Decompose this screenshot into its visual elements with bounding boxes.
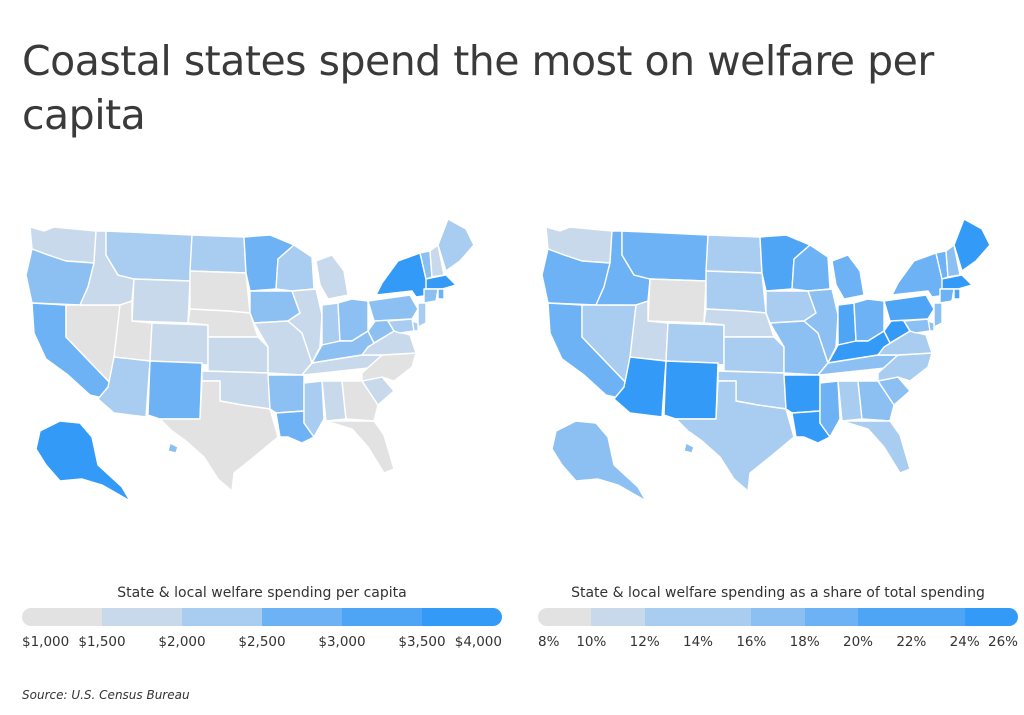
state-mi [315, 254, 349, 300]
state-nm [663, 360, 719, 420]
source-note: Source: U.S. Census Bureau [22, 688, 190, 702]
state-hi [683, 442, 695, 454]
legend-tick-label: 24% [949, 634, 980, 650]
legend-swatch [857, 608, 912, 626]
state-wy [131, 278, 191, 324]
legend-tick-label: 26% [987, 634, 1018, 650]
state-co [665, 322, 725, 366]
legend-tick-label: $2,500 [238, 634, 286, 650]
legend-per-capita: State & local welfare spending per capit… [22, 582, 502, 654]
legend-tick-label: $3,000 [318, 634, 366, 650]
legend-tick-label: 18% [789, 634, 820, 650]
state-mi [831, 254, 865, 300]
state-pa [367, 294, 419, 322]
state-ak [551, 420, 647, 502]
legend-title: State & local welfare spending as a shar… [571, 585, 985, 601]
state-sd [189, 270, 251, 314]
map-share [541, 218, 991, 502]
page-title: Coastal states spend the most on welfare… [22, 37, 934, 139]
legend-swatch [342, 608, 422, 626]
state-ma [941, 274, 973, 290]
state-tx [675, 380, 795, 492]
state-ct [939, 288, 955, 304]
legend-tick-label: 16% [736, 634, 767, 650]
legend-swatch [182, 608, 262, 626]
legend-tick-label: $3,500 [398, 634, 446, 650]
legend-tick-label: $4,000 [454, 634, 502, 650]
legend-tick-label: $2,000 [158, 634, 206, 650]
state-nd [705, 234, 763, 274]
legend-swatch [591, 608, 645, 626]
state-nm [147, 360, 203, 420]
state-ri [437, 288, 445, 300]
map-per-capita [25, 218, 475, 502]
legend-tick-label: 12% [629, 634, 660, 650]
state-hi [167, 442, 179, 454]
state-mt [105, 230, 193, 282]
legend-ticks: $1,000 $1,500 $2,000 $2,500 $3,000 $3,500 $4,0… [22, 634, 502, 654]
state-ga [857, 380, 895, 422]
state-ak [35, 420, 131, 502]
legend-swatch [538, 608, 592, 626]
state-nd [189, 234, 247, 274]
state-ks [207, 336, 269, 374]
legend-swatch [911, 608, 965, 626]
state-ct [423, 288, 439, 304]
state-sd [705, 270, 767, 314]
legend-swatch [22, 608, 102, 626]
legend-share: State & local welfare spending as a shar… [538, 582, 1018, 654]
legend-tick-label: $1,500 [78, 634, 126, 650]
state-ms [819, 380, 841, 438]
state-tx [159, 380, 279, 492]
state-wy [647, 278, 707, 324]
legend-tick-label: 20% [842, 634, 873, 650]
state-md [387, 318, 415, 334]
state-mt [621, 230, 709, 282]
state-ks [723, 336, 785, 374]
legend-swatch [751, 608, 805, 626]
legend-swatch [964, 608, 1018, 626]
state-co [149, 322, 209, 366]
legend-tick-label: 10% [576, 634, 607, 650]
legend-tick-label: 22% [896, 634, 927, 650]
legend-tick-label: $1,000 [22, 634, 70, 650]
state-in [321, 302, 341, 346]
state-me [953, 218, 991, 272]
state-nj [417, 302, 427, 328]
legend-swatch [422, 608, 502, 626]
state-md [903, 318, 931, 334]
legend-ticks: 8% 10% 12% 14% 16% 18% 20% 22% 24% 26% [538, 634, 1018, 654]
legend-tick-label: 14% [682, 634, 713, 650]
state-me [437, 218, 475, 272]
state-fl [841, 420, 911, 474]
state-ms [303, 380, 325, 438]
legend-swatch [804, 608, 858, 626]
legend-color-bar [22, 608, 502, 626]
state-fl [325, 420, 395, 474]
legend-title: State & local welfare spending per capit… [117, 585, 407, 601]
legend-swatch [102, 608, 182, 626]
state-ma [425, 274, 457, 290]
state-pa [883, 294, 935, 322]
state-ar [267, 374, 305, 414]
legend-tick-label: 8% [538, 634, 560, 650]
state-in [837, 302, 857, 346]
state-nj [933, 302, 943, 328]
state-ri [953, 288, 961, 300]
legend-swatch [697, 608, 752, 626]
legend-swatch [644, 608, 698, 626]
legend-swatch [262, 608, 342, 626]
legend-color-bar [538, 608, 1018, 626]
state-ar [783, 374, 821, 414]
state-ga [341, 380, 379, 422]
